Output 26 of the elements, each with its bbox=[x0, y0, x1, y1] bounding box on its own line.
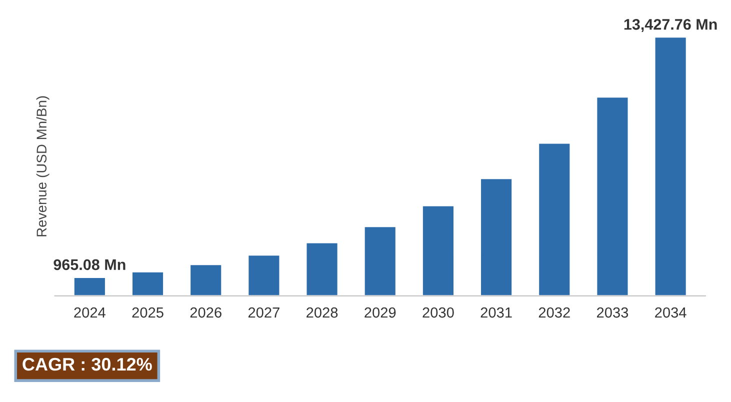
x-tick-label: 2026 bbox=[190, 307, 222, 318]
data-label: 965.08 Mn bbox=[54, 259, 126, 270]
bar bbox=[247, 254, 281, 296]
x-tick-label: 2030 bbox=[422, 307, 454, 318]
y-axis-title: Revenue (USD Mn/Bn) bbox=[36, 96, 50, 236]
bar bbox=[538, 142, 572, 296]
x-tick-label: 2032 bbox=[538, 307, 570, 318]
text: CAGR : 30.12% bbox=[22, 358, 152, 371]
bar bbox=[131, 270, 164, 296]
data-label: 13,427.76 Mn bbox=[624, 18, 717, 32]
x-tick-label: 2029 bbox=[364, 307, 396, 318]
x-tick-label: 2025 bbox=[132, 307, 164, 318]
bar bbox=[73, 276, 106, 296]
bar bbox=[596, 96, 630, 296]
x-tick-label: 2033 bbox=[596, 307, 628, 318]
x-tick-label: 2024 bbox=[74, 307, 106, 318]
bar bbox=[654, 36, 688, 296]
bar bbox=[480, 178, 513, 296]
bar bbox=[189, 264, 223, 296]
x-tick-label: 2034 bbox=[655, 307, 686, 318]
bar bbox=[305, 242, 339, 296]
bar bbox=[363, 226, 397, 296]
x-tick-label: 2027 bbox=[248, 307, 280, 318]
bar bbox=[422, 204, 455, 296]
x-tick-label: 2031 bbox=[480, 307, 512, 318]
x-tick-label: 2028 bbox=[306, 307, 338, 318]
